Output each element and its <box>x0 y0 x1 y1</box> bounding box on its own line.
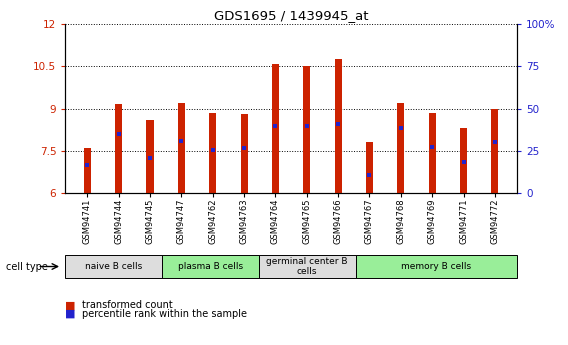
Bar <box>335 59 342 193</box>
Bar <box>147 120 153 193</box>
Text: germinal center B
cells: germinal center B cells <box>266 257 348 276</box>
Bar <box>83 148 91 193</box>
Text: ■: ■ <box>65 309 76 319</box>
Bar <box>178 103 185 193</box>
Bar <box>115 105 122 193</box>
Bar <box>303 66 310 193</box>
Text: plasma B cells: plasma B cells <box>178 262 243 271</box>
Bar <box>209 113 216 193</box>
Text: cell type: cell type <box>6 262 48 272</box>
Bar <box>491 109 499 193</box>
Bar <box>240 114 248 193</box>
Text: transformed count: transformed count <box>82 300 173 310</box>
Text: naive B cells: naive B cells <box>85 262 143 271</box>
Bar <box>460 128 467 193</box>
Bar <box>366 142 373 193</box>
Bar <box>429 113 436 193</box>
Title: GDS1695 / 1439945_at: GDS1695 / 1439945_at <box>214 9 369 22</box>
Text: ■: ■ <box>65 300 76 310</box>
Bar <box>398 103 404 193</box>
Text: memory B cells: memory B cells <box>401 262 471 271</box>
Text: percentile rank within the sample: percentile rank within the sample <box>82 309 247 319</box>
Bar <box>272 63 279 193</box>
